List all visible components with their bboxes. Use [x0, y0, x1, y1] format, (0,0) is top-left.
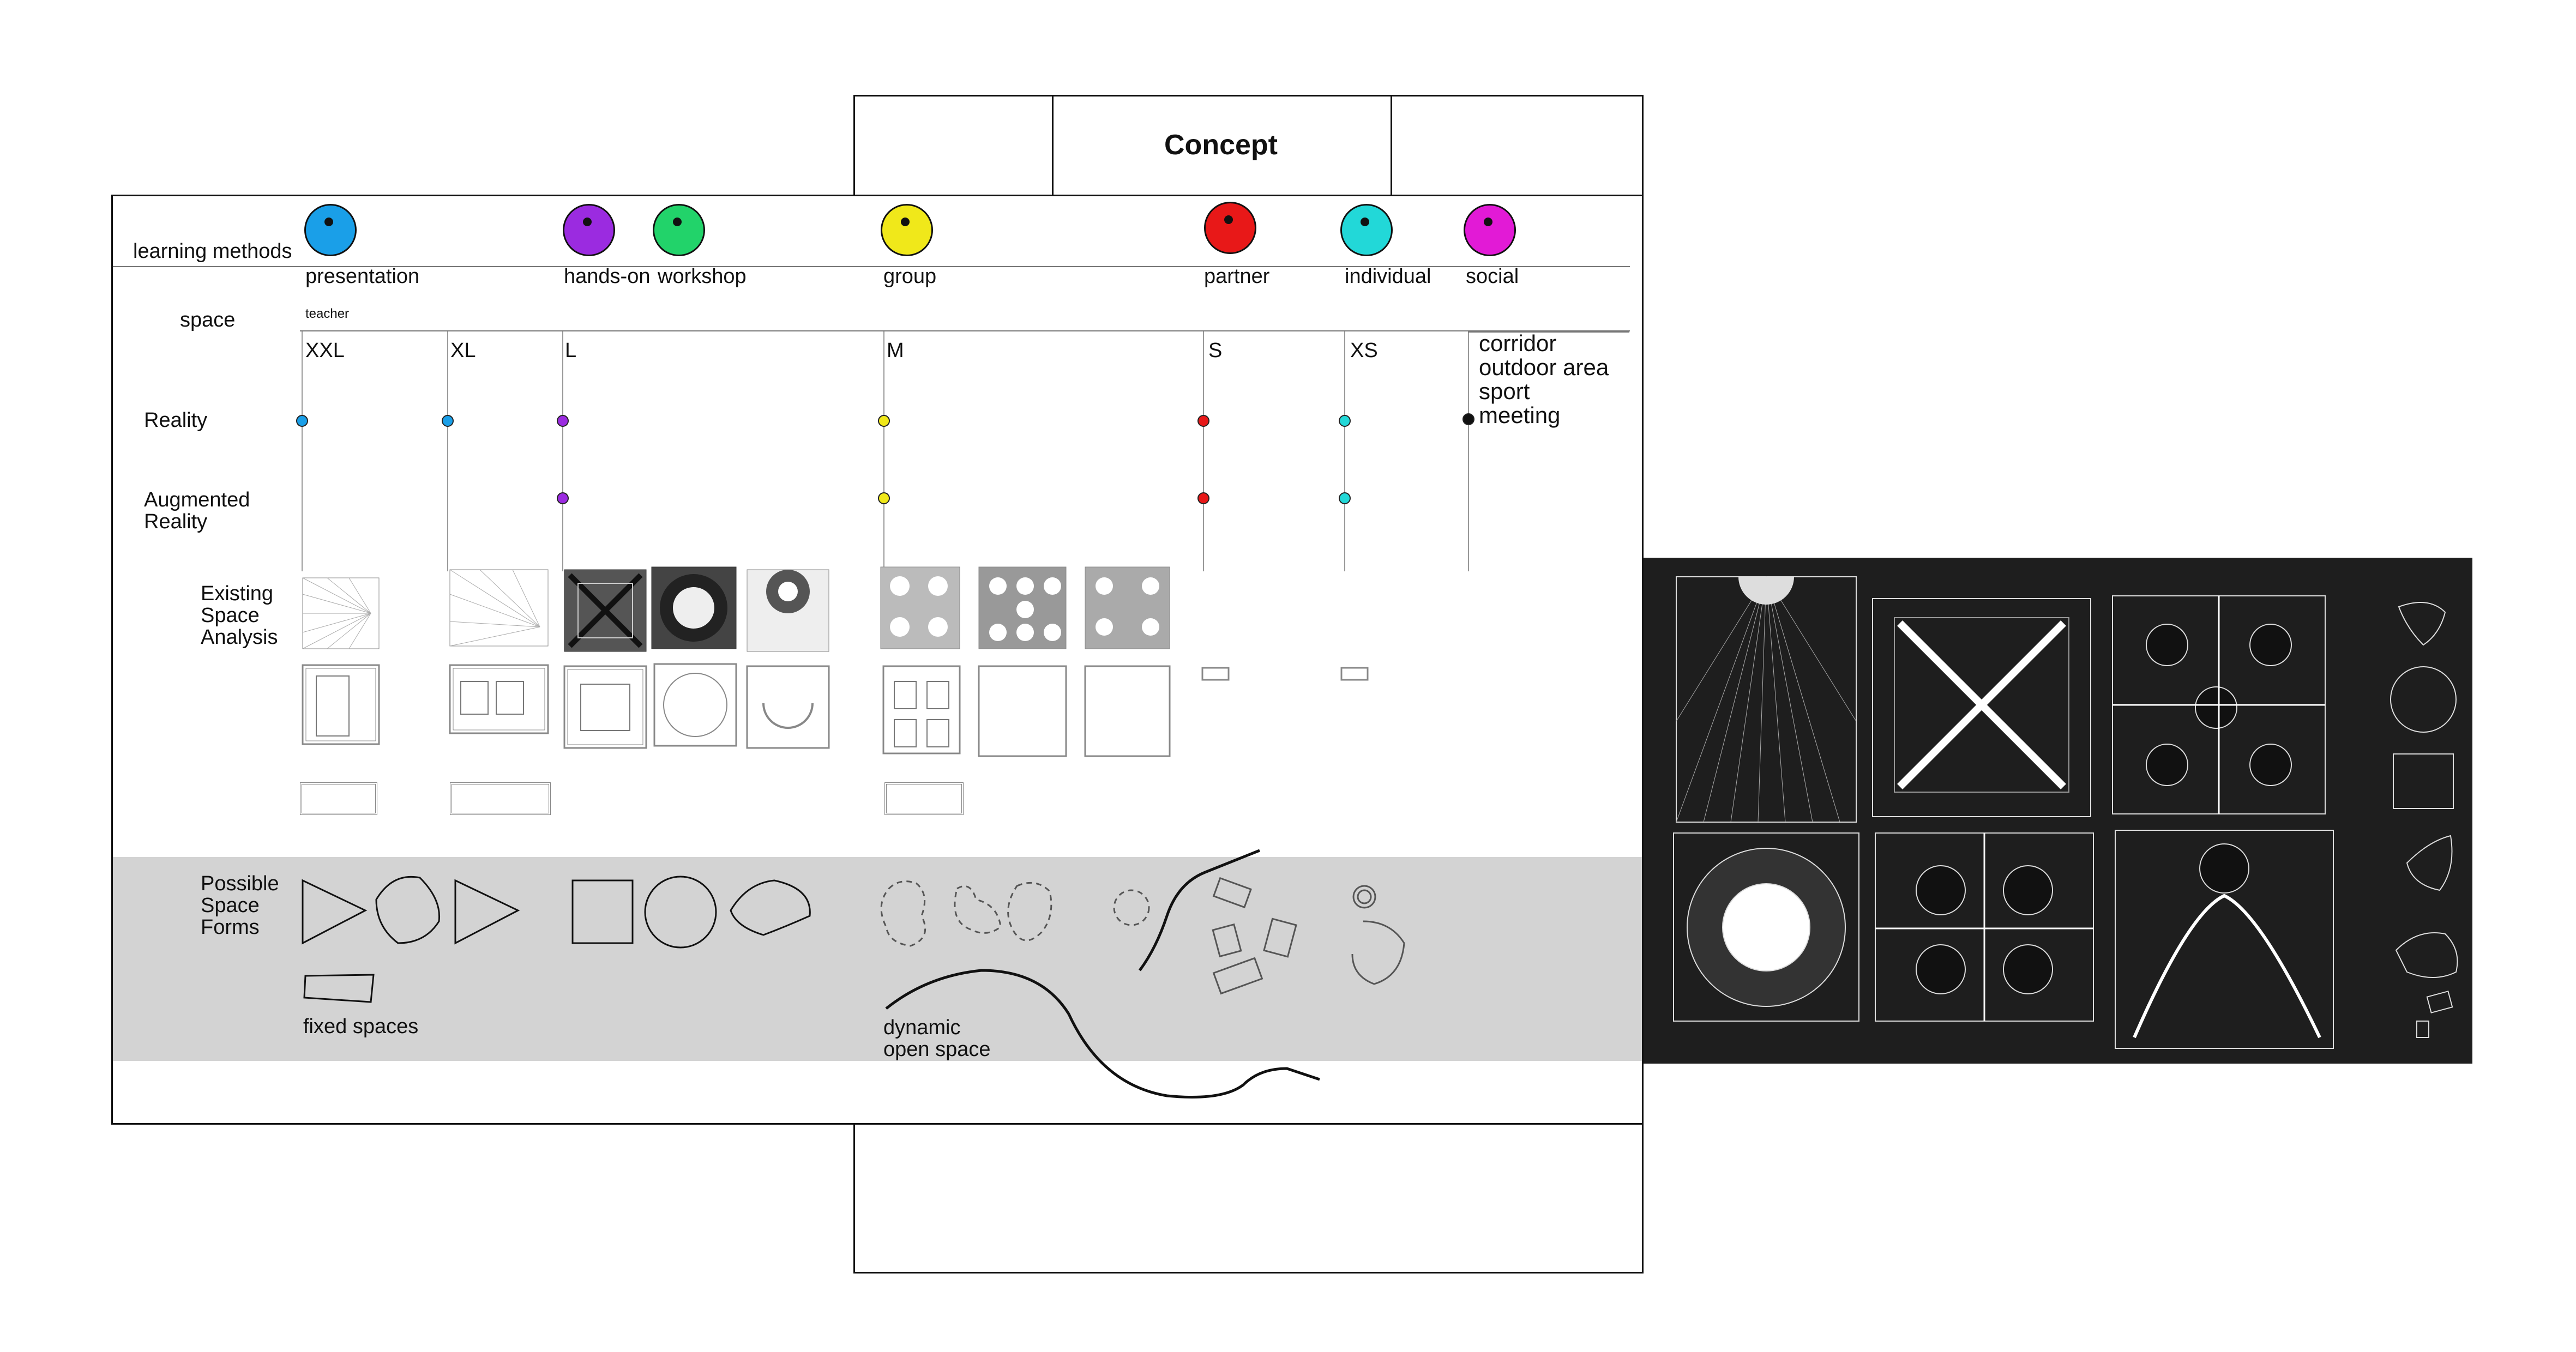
ar-dot-l	[557, 492, 569, 504]
col-line-xxl	[302, 331, 303, 571]
leaf-shape	[730, 879, 811, 936]
size-m: M	[887, 339, 904, 362]
header-left-tab	[853, 95, 1054, 196]
ar-dot-s	[1197, 492, 1209, 504]
analysis-l-circle	[651, 566, 737, 649]
space-forms	[302, 849, 1405, 1098]
row-label-existing-2: Space	[201, 604, 260, 627]
other-space-meeting: meeting	[1479, 402, 1561, 428]
ar-dot-m	[878, 492, 890, 504]
method-label-social: social	[1466, 265, 1519, 288]
dynamic-label-1: dynamic	[883, 1016, 961, 1039]
square-shape	[571, 879, 634, 944]
board-m	[884, 782, 964, 815]
reality-dot-xs	[1339, 415, 1351, 427]
method-label-partner: partner	[1204, 265, 1270, 288]
analysis-xxl	[302, 577, 380, 649]
row-label-augmented-1: Augmented	[144, 488, 250, 511]
size-xs: XS	[1350, 339, 1378, 362]
method-label-workshop: workshop	[658, 265, 747, 288]
row-label-existing-3: Analysis	[201, 626, 278, 649]
floor-plans	[302, 663, 1369, 757]
partner-icon	[1204, 202, 1256, 254]
reality-dot-s	[1197, 415, 1209, 427]
presentation-icon	[304, 204, 357, 256]
circle-shape	[644, 876, 717, 949]
row-label-possible-1: Possible	[201, 872, 279, 895]
page-title: Concept	[1164, 129, 1278, 161]
analysis-thumbnails	[302, 566, 1170, 652]
board-xl	[450, 782, 551, 815]
row-label-augmented-2: Reality	[144, 510, 208, 533]
col-line-l	[562, 331, 563, 571]
col-line-xs	[1344, 331, 1345, 571]
ar-dot-xs	[1339, 492, 1351, 504]
group-icon	[881, 204, 933, 256]
row-label-possible-2: Space	[201, 894, 260, 917]
rounded-shape	[375, 876, 441, 944]
trapezoid-shape	[303, 974, 375, 1003]
method-label-presentation: presentation	[305, 265, 420, 288]
method-label-individual: individual	[1345, 265, 1431, 288]
size-xl: XL	[450, 339, 476, 362]
board-xxl	[300, 782, 377, 815]
space-divider	[300, 330, 1630, 331]
teacher-note: teacher	[305, 306, 350, 321]
analysis-l-semi	[747, 569, 829, 652]
row-label-reality: Reality	[144, 409, 208, 432]
social-bracket	[1468, 331, 1469, 571]
col-line-s	[1203, 331, 1204, 571]
header-right-tab	[1391, 95, 1644, 196]
analysis-xl	[449, 569, 549, 647]
size-xxl: XXL	[305, 339, 345, 362]
size-s: S	[1208, 339, 1223, 362]
triangle-shape	[302, 879, 368, 945]
method-label-group: group	[883, 265, 937, 288]
col-line-m	[883, 331, 884, 571]
dynamic-label-2: open space	[883, 1038, 991, 1061]
hands-on-icon	[563, 204, 615, 256]
open-curve-2	[885, 969, 1320, 1098]
reality-dot-xxl	[296, 415, 308, 427]
triangle-shape-2	[454, 879, 520, 945]
analysis-l-square	[564, 569, 647, 652]
fixed-spaces-label: fixed spaces	[303, 1015, 419, 1038]
other-space-outdoor: outdoor area	[1479, 354, 1609, 380]
open-curve-1	[1138, 849, 1260, 971]
dark-panel-graphics	[1673, 576, 2458, 1049]
methods-divider	[113, 266, 1630, 267]
learning-methods-label: learning methods	[133, 240, 292, 263]
analysis-m3	[1085, 566, 1170, 649]
size-l: L	[565, 339, 577, 362]
reality-dot-m	[878, 415, 890, 427]
col-line-xl	[447, 331, 448, 571]
individual-icon	[1340, 204, 1393, 256]
reality-dot-l	[557, 415, 569, 427]
reality-dot-xl	[442, 415, 454, 427]
other-space-corridor: corridor	[1479, 330, 1557, 356]
analysis-m1	[880, 566, 960, 649]
other-space-sport: sport	[1479, 378, 1530, 404]
social-icon	[1464, 204, 1516, 256]
row-label-possible-3: Forms	[201, 916, 260, 939]
method-label-hands-on: hands-on	[564, 265, 651, 288]
row-label-existing-1: Existing	[201, 582, 274, 605]
space-label: space	[180, 309, 236, 331]
workshop-icon	[653, 204, 705, 256]
bottom-box	[853, 1118, 1644, 1273]
social-bracket-top	[1468, 331, 1629, 333]
possible-forms-band	[113, 857, 1642, 1061]
analysis-m2	[978, 566, 1067, 649]
social-dot	[1462, 413, 1474, 425]
header-title-tab	[1052, 95, 1392, 196]
